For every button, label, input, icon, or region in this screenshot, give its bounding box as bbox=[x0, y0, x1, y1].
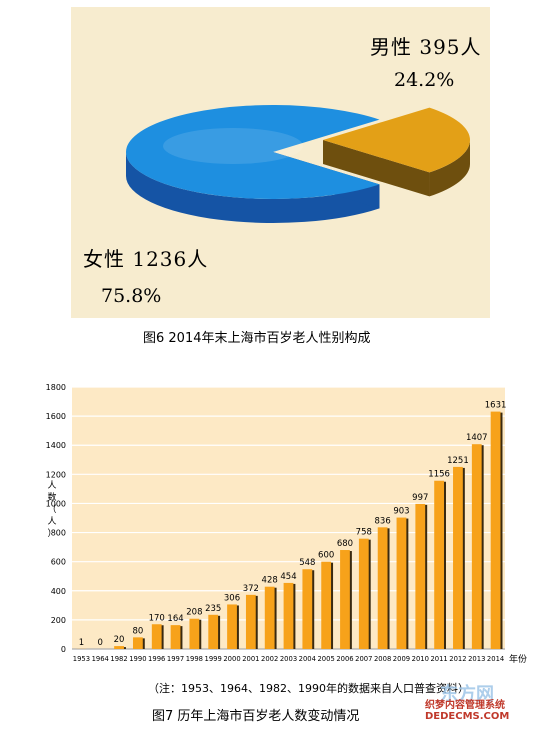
male-slice bbox=[323, 107, 470, 173]
bar bbox=[321, 561, 332, 649]
male-slice-side bbox=[429, 140, 470, 197]
bar bbox=[302, 569, 313, 649]
y-axis-label: 人数（人） bbox=[47, 480, 56, 539]
x-tick-label: 1997 bbox=[167, 655, 184, 663]
bar bbox=[114, 646, 124, 649]
pie-chart bbox=[125, 105, 470, 223]
bar bbox=[189, 618, 200, 649]
bar-data-label: 903 bbox=[393, 507, 409, 517]
bar bbox=[396, 517, 407, 649]
x-tick-label: 1996 bbox=[148, 655, 165, 663]
x-tick-label: 2009 bbox=[393, 655, 410, 663]
x-tick-label: 2003 bbox=[280, 655, 297, 663]
x-tick-label: 2008 bbox=[374, 655, 391, 663]
bar-data-label: 372 bbox=[243, 584, 259, 594]
x-tick-label: 2001 bbox=[242, 655, 259, 663]
watermark-line2: DEDECMS.COM bbox=[425, 711, 510, 722]
bar bbox=[208, 614, 219, 649]
bar-data-label: 1156 bbox=[428, 470, 450, 480]
bar-data-label: 170 bbox=[149, 613, 165, 623]
bar bbox=[340, 550, 350, 649]
bar bbox=[377, 527, 388, 649]
x-tick-label: 1953 bbox=[73, 655, 90, 663]
male-slice-percent: 24.2% bbox=[394, 69, 455, 91]
y-tick-label: 600 bbox=[51, 558, 66, 567]
watermark-line1: 织梦内容管理系统 bbox=[425, 700, 505, 711]
x-tick-label: 2007 bbox=[355, 655, 372, 663]
female-slice-side bbox=[125, 152, 380, 223]
x-tick-label: 1998 bbox=[186, 655, 203, 663]
x-tick-label: 2005 bbox=[317, 655, 334, 663]
x-tick-label: 2011 bbox=[430, 655, 447, 663]
bar-data-label: 164 bbox=[167, 614, 183, 624]
y-tick-label: 800 bbox=[51, 529, 66, 538]
x-tick-label: 1982 bbox=[110, 655, 127, 663]
bar-data-label: 1631 bbox=[485, 401, 507, 411]
female-slice bbox=[125, 105, 380, 199]
bar-data-label: 680 bbox=[337, 539, 353, 549]
chart-note: （注：1953、1964、1982、1990年的数据来自人口普查资料） bbox=[148, 682, 469, 695]
bar bbox=[132, 637, 143, 649]
bar bbox=[358, 538, 369, 649]
bar-data-label: 454 bbox=[280, 572, 296, 582]
y-tick-label: 1400 bbox=[46, 441, 66, 450]
y-tick-label: 1600 bbox=[46, 412, 66, 421]
male-slice-side-cut bbox=[323, 140, 430, 197]
x-tick-label: 1964 bbox=[92, 655, 109, 663]
bar bbox=[170, 625, 181, 649]
bar-data-label: 428 bbox=[262, 576, 278, 586]
x-tick-label: 2013 bbox=[468, 655, 485, 663]
bar-data-label: 1407 bbox=[466, 433, 488, 443]
x-tick-label: 2006 bbox=[336, 655, 353, 663]
x-tick-label: 2014 bbox=[487, 655, 504, 663]
y-tick-label: 1000 bbox=[46, 499, 66, 508]
x-tick-label: 1990 bbox=[129, 655, 146, 663]
x-tick-label: 2000 bbox=[223, 655, 240, 663]
bar-data-label: 0 bbox=[98, 638, 103, 648]
bar-data-label: 20 bbox=[114, 635, 125, 645]
pie-chart-panel: 男性 395人 24.2% 女性 1236人 75.8% bbox=[71, 7, 490, 318]
y-tick-label: 1200 bbox=[46, 470, 66, 479]
watermark-logo: 东方网 bbox=[440, 684, 494, 705]
y-tick-label: 1800 bbox=[46, 383, 66, 392]
bar-data-label: 208 bbox=[186, 608, 202, 618]
y-tick-label: 200 bbox=[51, 616, 66, 625]
x-tick-label: 2010 bbox=[412, 655, 429, 663]
bar bbox=[434, 480, 445, 649]
bar bbox=[490, 411, 501, 649]
pie-chart-caption: 图6 2014年末上海市百岁老人性别构成 bbox=[143, 331, 371, 346]
bar bbox=[453, 466, 463, 649]
bar bbox=[471, 444, 482, 649]
bar-data-label: 758 bbox=[356, 528, 372, 538]
female-slice-percent: 75.8% bbox=[101, 285, 162, 307]
bar bbox=[415, 503, 426, 649]
y-tick-label: 400 bbox=[51, 587, 66, 596]
bar bbox=[264, 586, 275, 649]
bar-data-label: 1251 bbox=[447, 456, 469, 466]
bar-data-label: 235 bbox=[205, 604, 221, 614]
bar bbox=[283, 582, 294, 649]
bar bbox=[245, 594, 256, 649]
bar-chart-caption: 图7 历年上海市百岁老人数变动情况 bbox=[152, 709, 360, 724]
watermark-text: 织梦内容管理系统 DEDECMS.COM bbox=[425, 700, 509, 722]
x-axis-label: 年份 bbox=[509, 653, 527, 665]
female-slice-highlight bbox=[163, 128, 303, 164]
bar-data-label: 80 bbox=[132, 626, 143, 636]
bar-data-label: 548 bbox=[299, 558, 315, 568]
bar bbox=[227, 604, 237, 649]
bar-data-label: 836 bbox=[375, 516, 391, 526]
bar-data-label: 1 bbox=[79, 638, 84, 648]
x-tick-label: 2004 bbox=[299, 655, 316, 663]
x-tick-label: 1999 bbox=[205, 655, 222, 663]
bar-data-label: 306 bbox=[224, 593, 240, 603]
female-slice-label: 女性 1236人 bbox=[83, 247, 209, 271]
bar-data-label: 997 bbox=[412, 493, 428, 503]
male-slice-label: 男性 395人 bbox=[370, 35, 482, 59]
bar-data-label: 600 bbox=[318, 551, 334, 561]
bar bbox=[151, 624, 162, 649]
x-tick-label: 2002 bbox=[261, 655, 278, 663]
y-tick-label: 0 bbox=[61, 645, 66, 654]
x-tick-label: 2012 bbox=[449, 655, 466, 663]
